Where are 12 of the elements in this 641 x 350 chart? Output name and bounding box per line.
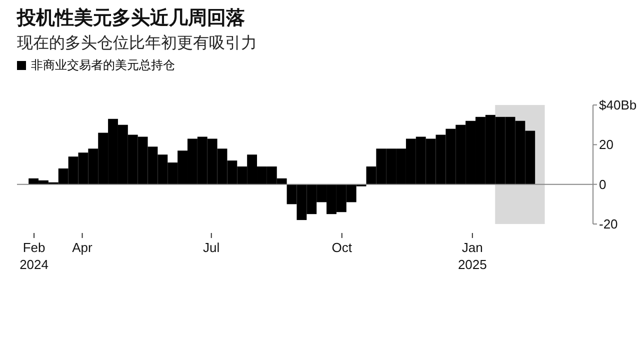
chart-title: 投机性美元多头近几周回落 (17, 6, 246, 31)
x-tick-label: Feb 2024 (20, 240, 48, 272)
x-tick-label: Jan 2025 (458, 240, 487, 272)
y-tick-label: -20 (599, 216, 618, 232)
chart-subtitle: 现在的多头仓位比年初更有吸引力 (17, 34, 258, 54)
x-tick-label: Apr (72, 240, 94, 255)
legend-label: 非商业交易者的美元总持仓 (31, 56, 175, 74)
y-tick-label: $40Bb (599, 98, 637, 112)
y-tick-label: 0 (599, 176, 606, 192)
y-tick-label: 20 (599, 137, 614, 152)
x-tick-label: Jul (203, 240, 220, 255)
x-tick-label: Oct (332, 240, 352, 255)
